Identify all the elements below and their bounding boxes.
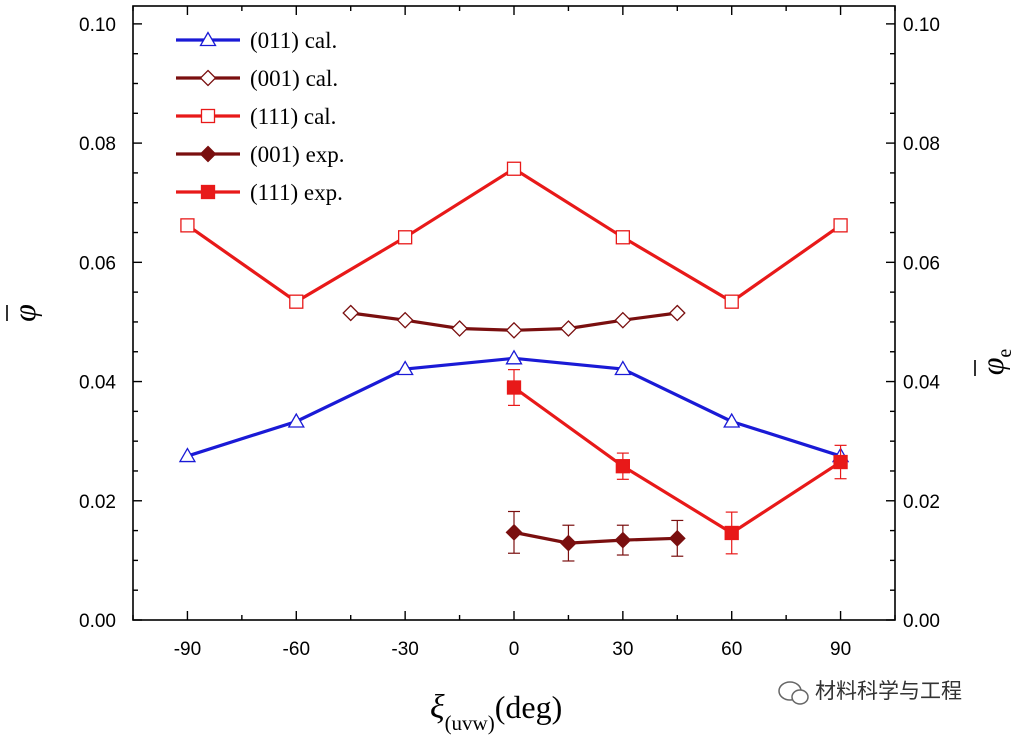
y-right-tick-label: 0.06 (903, 253, 940, 274)
y-right-axis-title: φe (974, 349, 1016, 376)
legend-label: (011) cal. (250, 28, 337, 53)
data-point (668, 529, 686, 547)
legend-entry: (001) exp. (176, 142, 345, 167)
watermark-text: 材料科学与工程 (815, 679, 962, 703)
legend-entry: (011) cal. (176, 28, 337, 53)
legend-label: (001) exp. (250, 142, 345, 167)
data-point (724, 294, 739, 309)
data-point (615, 459, 631, 474)
y-right-tick-label: 0.02 (903, 492, 940, 513)
y-left-tick-label: 0.00 (79, 611, 116, 632)
x-axis-title: ξ(uvw)(deg) (430, 689, 562, 735)
wechat-bubble-small (791, 689, 809, 705)
legend-label: (111) cal. (250, 104, 336, 129)
watermark: 材料科学与工程 (778, 679, 962, 705)
y-left-tick-label: 0.02 (79, 492, 116, 513)
data-point (724, 525, 739, 541)
series-layer (178, 161, 850, 562)
y-left-axis-title: φ (6, 304, 42, 322)
data-point (614, 360, 632, 376)
watermark-group: 材料科学与工程 (778, 679, 962, 705)
series-3 (505, 510, 686, 562)
y-left-tick-label: 0.04 (79, 373, 116, 394)
series-4 (506, 369, 848, 555)
legend-entry: (111) exp. (176, 180, 343, 205)
data-point (178, 447, 197, 463)
data-point (397, 230, 413, 245)
x-tick-label: 30 (612, 639, 633, 660)
data-point (505, 523, 523, 541)
legend-entry: (111) cal. (176, 104, 336, 129)
data-point (289, 294, 304, 309)
data-point (451, 320, 468, 337)
x-tick-label: -30 (391, 639, 418, 660)
data-point (560, 320, 577, 337)
legend-entry: (001) cal. (176, 66, 338, 91)
data-point (615, 230, 631, 245)
series-1 (342, 304, 686, 339)
legend-marker (200, 184, 216, 200)
legend-marker (199, 69, 217, 87)
y-right-tick-label: 0.08 (903, 134, 940, 155)
data-point (396, 311, 414, 329)
data-point (833, 218, 848, 233)
y-right-tick-label: 0.04 (903, 373, 940, 394)
y-left-tick-label: 0.08 (79, 134, 116, 155)
data-point (614, 531, 632, 549)
data-point (505, 321, 523, 339)
y-right-axis-label: φe (974, 349, 1016, 376)
legend: (011) cal. (001) cal. (111) cal. (001) exp.… (176, 28, 345, 205)
data-point (287, 412, 305, 428)
data-point (668, 304, 686, 322)
x-tick-label: 90 (830, 639, 851, 660)
data-point (342, 304, 360, 322)
x-tick-label: -60 (283, 639, 310, 660)
data-point (723, 412, 741, 428)
x-tick-label: 60 (721, 639, 742, 660)
legend-label: (111) exp. (250, 180, 343, 205)
data-point (180, 218, 195, 233)
data-point (614, 311, 632, 329)
series-0 (178, 349, 850, 463)
x-tick-label: -90 (174, 639, 201, 660)
data-point (833, 454, 848, 470)
legend-marker (199, 31, 217, 47)
legend-label: (001) cal. (250, 66, 338, 91)
data-point (560, 534, 577, 552)
series-2 (180, 161, 848, 309)
data-point (506, 161, 522, 176)
axis-labels: ξ(uvw)(deg) φ φe (6, 304, 1016, 735)
axis-ticks: -90 -60 -30 0 30 60 90 0.00 0.02 0.04 0.06 0.08 0.10… (79, 6, 940, 660)
y-left-tick-label: 0.06 (79, 253, 116, 274)
y-left-axis-label: φ (6, 304, 42, 322)
series-line (513, 386, 842, 535)
data-point (505, 349, 523, 365)
data-point (506, 380, 522, 395)
series-line (513, 530, 678, 545)
x-tick-label: 0 (509, 639, 520, 660)
legend-marker (200, 108, 216, 124)
legend-marker (199, 145, 217, 163)
y-right-tick-label: 0.00 (903, 611, 940, 632)
wechat-icon (778, 681, 809, 705)
y-right-tick-label: 0.10 (903, 15, 940, 36)
y-left-tick-label: 0.10 (79, 15, 116, 36)
data-point (396, 360, 414, 376)
